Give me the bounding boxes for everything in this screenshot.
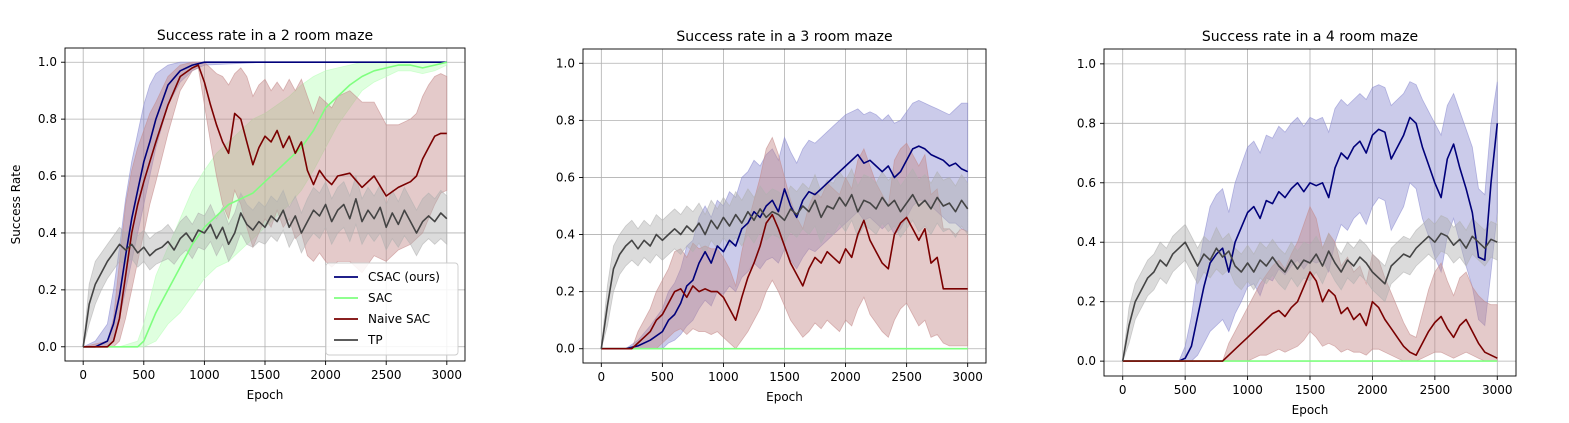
band-tp	[1122, 214, 1498, 362]
x-tick-label: 2500	[891, 370, 922, 384]
chart-title: Success rate in a 4 room maze	[1202, 29, 1418, 45]
legend: CSAC (ours) SAC Naive SAC TP	[325, 262, 459, 356]
chart-panel-1: 0 500 1000 1500 2000 2500 3000 0.0 0.2 0.4 0.6 0.8 1…	[9, 28, 466, 402]
legend-label-sac: SAC	[368, 291, 392, 305]
line-csac-ours-	[83, 61, 447, 348]
line-tp	[1121, 232, 1498, 362]
chart-panel-3: 0 500 1000 1500 2000 2500 3000 0.0 0.2 0.4 0.6 0.8 1…	[1077, 29, 1517, 417]
legend-label-naive-sac: Naive SAC	[368, 312, 430, 326]
x-tick-label: 1000	[708, 370, 739, 384]
y-tick-label: 1.0	[1077, 57, 1096, 71]
x-tick-label: 500	[651, 370, 674, 384]
legend-label-tp: TP	[367, 333, 383, 347]
chart-title: Success rate in a 3 room maze	[676, 29, 892, 45]
y-tick-label: 0.6	[1077, 176, 1096, 190]
band-sac	[83, 61, 448, 348]
line-tp	[600, 193, 969, 349]
line-naive-sac	[601, 213, 968, 350]
chart-title: Success rate in a 2 room maze	[157, 28, 373, 44]
x-tick-label: 2000	[310, 368, 341, 382]
x-tick-label: 1000	[189, 368, 220, 382]
band-tp	[82, 174, 448, 347]
line-csac-ours-	[1122, 116, 1499, 362]
y-tick-label: 0.0	[556, 342, 575, 356]
line-sac	[83, 61, 447, 348]
x-tick-label: 2000	[1357, 383, 1388, 397]
legend-box	[325, 262, 459, 356]
line-csac-ours-	[601, 145, 969, 350]
chart-panel-2: 0 500 1000 1500 2000 2500 3000 0.0 0.2 0.4 0.6 0.8 1…	[556, 29, 987, 404]
y-tick-label: 0.8	[38, 112, 57, 126]
x-tick-label: 2500	[371, 368, 402, 382]
series-group	[1121, 81, 1499, 362]
legend-label-csac-ours-: CSAC (ours)	[368, 270, 440, 284]
series-group	[600, 99, 969, 350]
x-tick-label: 1500	[1295, 383, 1326, 397]
y-tick-label: 0.4	[556, 228, 575, 242]
line-tp	[82, 198, 448, 347]
x-tick-label: 2500	[1420, 383, 1451, 397]
x-tick-label: 3000	[952, 370, 983, 384]
line-naive-sac	[1122, 271, 1498, 362]
x-tick-label: 0	[597, 370, 605, 384]
series-group	[82, 61, 448, 348]
x-tick-label: 500	[1174, 383, 1197, 397]
x-axis-label: Epoch	[1292, 403, 1329, 417]
x-tick-label: 1000	[1232, 383, 1263, 397]
y-tick-label: 0.8	[556, 113, 575, 127]
x-tick-label: 0	[1119, 383, 1127, 397]
y-tick-label: 0.6	[38, 169, 57, 183]
y-tick-label: 1.0	[38, 55, 57, 69]
band-csac-ours-	[1122, 81, 1498, 362]
y-tick-label: 0.2	[1077, 295, 1096, 309]
y-tick-label: 0.2	[38, 283, 57, 297]
band-naive-sac	[1122, 205, 1498, 362]
y-tick-label: 0.0	[38, 340, 57, 354]
line-naive-sac	[83, 64, 447, 348]
x-tick-label: 1500	[250, 368, 281, 382]
y-tick-label: 0.0	[1077, 354, 1096, 368]
x-tick-label: 500	[132, 368, 155, 382]
x-tick-label: 3000	[1482, 383, 1513, 397]
y-tick-label: 0.4	[38, 226, 57, 240]
x-axis-label: Epoch	[247, 388, 284, 402]
y-tick-label: 0.6	[556, 170, 575, 184]
y-axis-label: Success Rate	[9, 165, 23, 245]
band-csac-ours-	[83, 61, 447, 348]
x-tick-label: 2000	[830, 370, 861, 384]
y-tick-label: 0.8	[1077, 116, 1096, 130]
y-tick-label: 1.0	[556, 56, 575, 70]
y-tick-label: 0.2	[556, 285, 575, 299]
x-tick-label: 3000	[432, 368, 463, 382]
y-tick-label: 0.4	[1077, 235, 1096, 249]
x-axis-label: Epoch	[766, 390, 803, 404]
x-tick-label: 0	[79, 368, 87, 382]
x-tick-label: 1500	[769, 370, 800, 384]
